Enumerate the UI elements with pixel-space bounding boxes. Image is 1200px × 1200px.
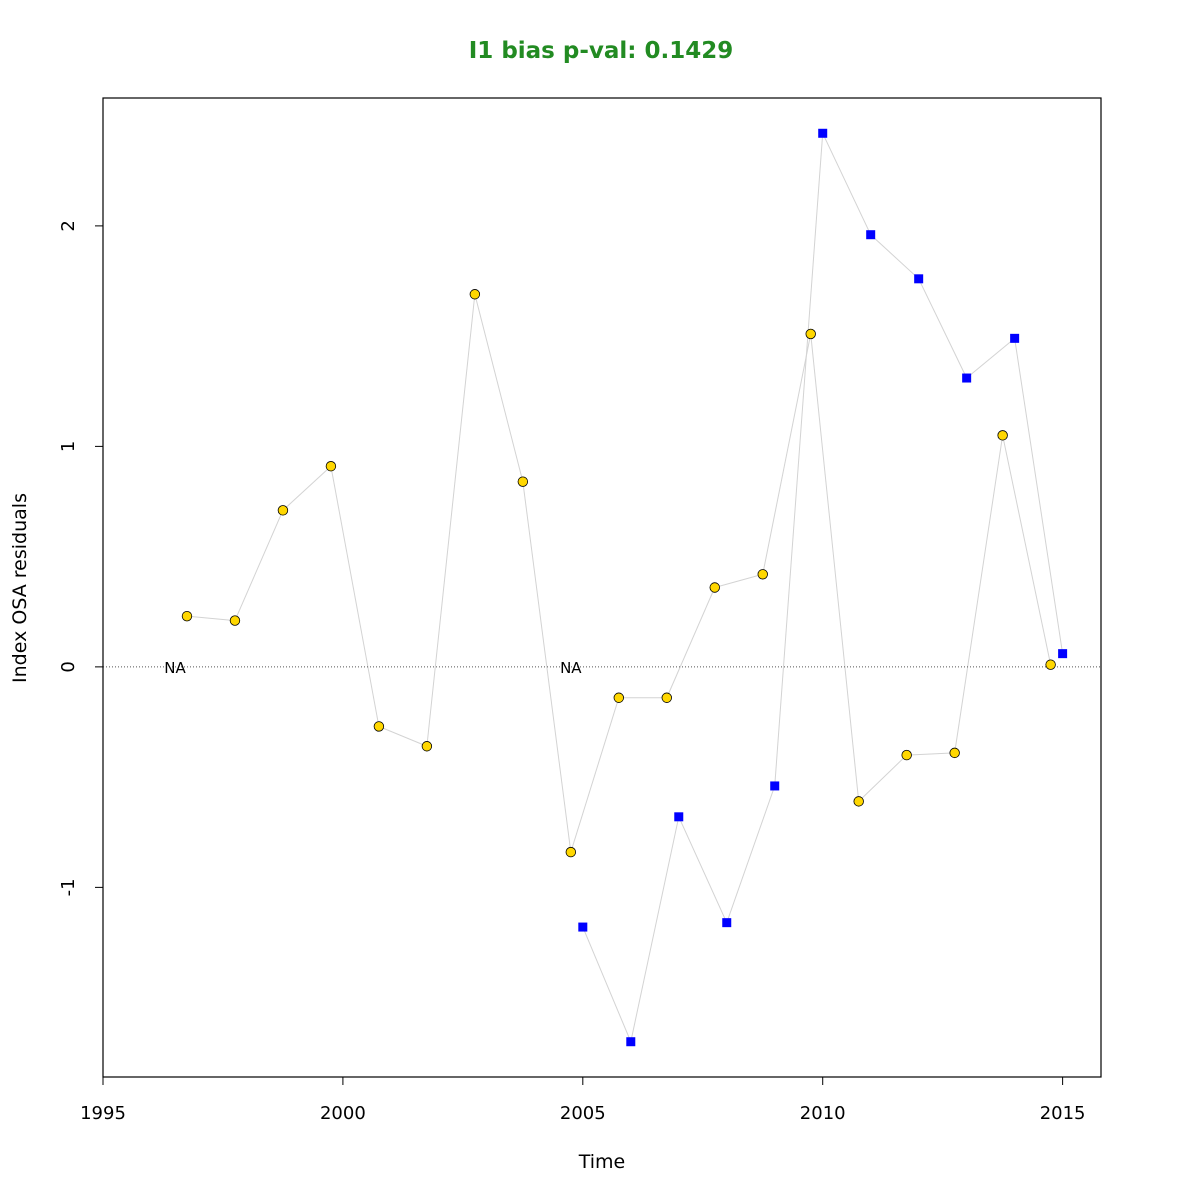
data-point-circle (565, 846, 577, 858)
data-point-circle (805, 328, 816, 340)
x-tick-label: 2015 (1040, 1103, 1086, 1124)
y-axis-label: Index OSA residuals (9, 493, 31, 683)
x-tick-label: 2000 (320, 1103, 366, 1124)
na-annotation: NA (560, 659, 582, 677)
connector-segment (966, 337, 1015, 379)
connector-segment (774, 133, 824, 786)
y-tick-label: 2 (58, 220, 79, 231)
plot-frame (102, 97, 1102, 1078)
connector-segment (822, 133, 872, 235)
data-point-circle (949, 747, 960, 759)
y-tick-label: 1 (58, 441, 79, 452)
data-point-circle (181, 610, 193, 622)
connector-segment (714, 573, 763, 588)
connector-segment (582, 926, 632, 1042)
connector-segment (1014, 338, 1064, 654)
y-axis: -1 0 1 2 (58, 220, 104, 896)
connector-segment (282, 465, 332, 511)
x-axis: 1995 2000 2005 2010 2015 (80, 1076, 1086, 1124)
data-point-square (818, 128, 828, 138)
connector-segment (378, 725, 428, 747)
connector-segment (522, 481, 572, 853)
data-point-square (722, 918, 732, 928)
data-point-circle (853, 796, 864, 807)
y-tick-label: -1 (58, 878, 79, 896)
data-point-square (578, 922, 588, 932)
data-point-circle (661, 692, 672, 703)
data-point-square (1010, 333, 1020, 343)
data-point-circle (421, 741, 433, 752)
x-tick-label: 2010 (800, 1103, 846, 1124)
x-axis-label: Time (578, 1151, 626, 1173)
data-point-square (626, 1037, 636, 1047)
data-point-circle (709, 582, 720, 593)
data-point-circle (469, 289, 481, 300)
connector-segment (762, 333, 812, 575)
connector-segment (858, 754, 908, 802)
data-point-square (770, 781, 780, 791)
data-point-circle (613, 692, 624, 703)
data-markers (181, 128, 1068, 1047)
connector-segment (570, 697, 620, 853)
data-point-square (674, 812, 684, 822)
connector-segment (666, 587, 716, 698)
connector-segment (726, 785, 776, 923)
connector-segment (426, 294, 476, 747)
data-point-circle (229, 615, 241, 626)
connector-segment (1002, 435, 1052, 665)
connector-segment (810, 333, 860, 802)
connector-lines (186, 133, 1064, 1042)
connector-segment (330, 466, 380, 727)
connector-segment (234, 510, 284, 621)
data-point-circle (277, 505, 289, 516)
x-tick-label: 2005 (560, 1103, 606, 1124)
data-point-circle (757, 569, 768, 580)
data-point-circle (517, 476, 529, 487)
na-annotation: NA (164, 659, 186, 677)
connector-segment (678, 816, 728, 923)
connector-segment (186, 615, 235, 622)
na-annotations: NA NA (164, 659, 582, 677)
data-point-square (914, 274, 924, 284)
connector-segment (870, 234, 920, 280)
chart-title: I1 bias p-val: 0.1429 (469, 38, 734, 64)
x-tick-label: 1995 (80, 1103, 126, 1124)
data-point-square (962, 373, 972, 383)
data-point-circle (997, 430, 1008, 441)
connector-segment (474, 294, 524, 482)
data-point-circle (1045, 659, 1056, 670)
connector-segment (630, 816, 680, 1042)
data-point-circle (901, 749, 912, 761)
data-point-square (1058, 649, 1068, 659)
data-point-circle (373, 721, 385, 732)
data-point-square (866, 230, 876, 240)
y-tick-label: 0 (58, 661, 79, 672)
connector-segment (906, 752, 955, 756)
connector-segment (918, 278, 968, 379)
data-point-circle (325, 461, 337, 472)
connector-segment (954, 435, 1004, 753)
